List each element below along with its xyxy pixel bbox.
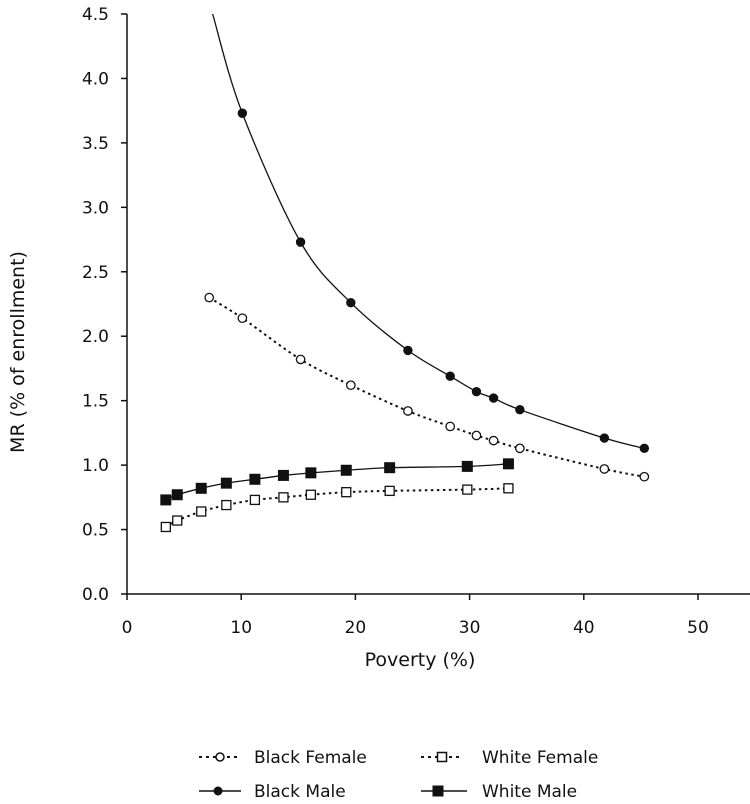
data-point bbox=[461, 460, 473, 472]
y-tick-label: 3.0 bbox=[82, 198, 109, 218]
data-point bbox=[384, 485, 395, 497]
data-point bbox=[249, 473, 261, 485]
data-point bbox=[160, 521, 171, 533]
data-point bbox=[445, 421, 456, 432]
x-tick-label: 40 bbox=[573, 618, 595, 638]
legend-label-black-male: Black Male bbox=[254, 782, 346, 802]
legend-item-white-female: White Female bbox=[421, 748, 598, 768]
series-line-white-male bbox=[165, 463, 509, 501]
data-point bbox=[346, 298, 356, 308]
series-white-male bbox=[160, 458, 514, 506]
legend-label-white-male: White Male bbox=[482, 782, 577, 802]
y-tick-label: 3.5 bbox=[82, 134, 109, 154]
data-point bbox=[471, 430, 482, 441]
x-axis-title: Poverty (%) bbox=[365, 649, 476, 671]
data-point bbox=[278, 492, 289, 503]
series-line-black-male bbox=[212, 13, 645, 449]
y-tick-label: 4.0 bbox=[82, 69, 109, 89]
data-point bbox=[599, 464, 610, 474]
series-black-male bbox=[212, 13, 650, 454]
x-tick-label: 10 bbox=[230, 618, 252, 638]
data-point bbox=[220, 477, 232, 489]
data-point bbox=[471, 386, 482, 397]
series-line-white-female bbox=[165, 487, 509, 528]
data-point bbox=[171, 489, 183, 501]
data-point bbox=[277, 469, 289, 481]
data-point bbox=[503, 483, 514, 494]
legend-label-black-female: Black Female bbox=[254, 748, 367, 768]
x-tick-label: 30 bbox=[459, 618, 481, 638]
y-tick-label: 2.5 bbox=[82, 263, 109, 283]
axes: 0.0 0.5 1.0 1.5 2.0 2.5 3.0 3.5 4.0 4.5 0 10 20 30 40 5… bbox=[82, 5, 750, 638]
data-point bbox=[639, 471, 650, 482]
data-point bbox=[502, 458, 514, 470]
data-point bbox=[340, 464, 352, 476]
data-point bbox=[195, 482, 207, 494]
data-point bbox=[305, 467, 317, 479]
x-tick-label: 0 bbox=[122, 618, 133, 638]
data-point bbox=[295, 237, 306, 247]
data-point bbox=[295, 354, 306, 365]
y-tick-label: 2.0 bbox=[82, 327, 109, 347]
data-point bbox=[172, 515, 183, 526]
legend-item-black-male: Black Male bbox=[199, 782, 346, 802]
y-tick-label: 4.5 bbox=[82, 5, 109, 25]
data-point bbox=[237, 108, 248, 118]
data-point bbox=[639, 443, 650, 454]
y-tick-label: 1.0 bbox=[82, 456, 109, 476]
data-point bbox=[237, 313, 248, 324]
y-axis-title: MR (% of enrollment) bbox=[7, 251, 29, 453]
data-point bbox=[403, 406, 413, 416]
legend-label-white-female: White Female bbox=[482, 748, 598, 768]
data-point bbox=[488, 435, 499, 446]
data-point bbox=[599, 433, 610, 443]
y-tick-label: 1.5 bbox=[82, 392, 109, 412]
data-point bbox=[249, 494, 261, 506]
data-point bbox=[345, 380, 356, 391]
legend-item-white-male: White Male bbox=[421, 782, 577, 802]
legend-item-black-female: Black Female bbox=[199, 748, 367, 768]
series-line-black-female bbox=[208, 296, 645, 478]
y-tick-label: 0.0 bbox=[82, 585, 109, 605]
series-white-female bbox=[160, 483, 514, 533]
data-point bbox=[221, 499, 232, 511]
data-point bbox=[403, 345, 413, 356]
series-black-female bbox=[204, 292, 650, 482]
legend: Black Female White Female Black Male Whi… bbox=[199, 748, 598, 802]
data-point bbox=[160, 494, 172, 506]
data-point bbox=[305, 489, 317, 500]
x-tick-label: 20 bbox=[345, 618, 367, 638]
data-point bbox=[488, 393, 499, 403]
series-layer bbox=[160, 13, 650, 533]
data-point bbox=[445, 371, 455, 381]
data-point bbox=[196, 506, 207, 517]
x-tick-label: 50 bbox=[687, 618, 709, 638]
data-point bbox=[204, 292, 215, 303]
y-tick-label: 0.5 bbox=[82, 521, 109, 541]
data-point bbox=[341, 487, 352, 498]
data-point bbox=[462, 484, 473, 495]
data-point bbox=[515, 404, 525, 415]
data-point bbox=[514, 443, 525, 454]
data-point bbox=[384, 462, 396, 474]
